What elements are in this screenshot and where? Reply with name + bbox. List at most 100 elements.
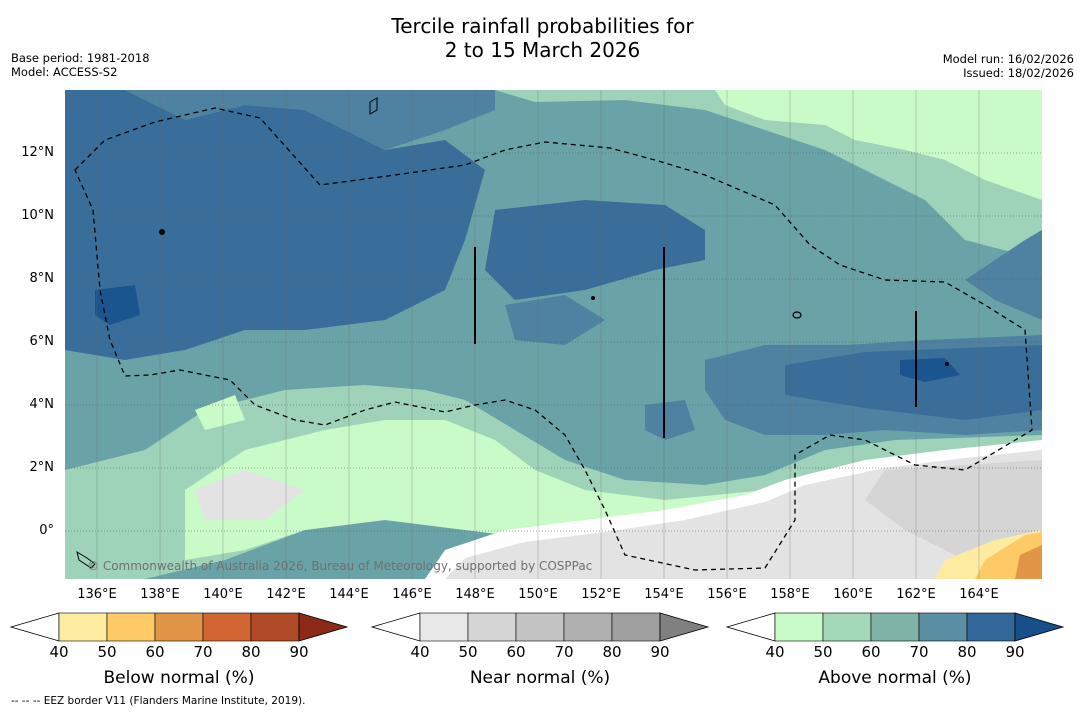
colorbar-tick: 60 bbox=[861, 643, 881, 661]
region-above-80-center bbox=[485, 200, 705, 300]
colorbar-segment bbox=[611, 612, 661, 642]
colorbar-segment bbox=[250, 612, 300, 642]
copyright-text: © Commonwealth of Australia 2026, Bureau… bbox=[87, 559, 592, 573]
lat-label: 8°N bbox=[29, 271, 55, 286]
colorbar-tick: 70 bbox=[909, 643, 929, 661]
lon-label: 164°E bbox=[959, 587, 999, 602]
colorbar-tick: 90 bbox=[289, 643, 309, 661]
colorbar-segment bbox=[202, 612, 252, 642]
eez-legend-note: -- -- -- EEZ border V11 (Flanders Marine… bbox=[11, 695, 306, 707]
base-period-text: Base period: 1981-2018 bbox=[11, 51, 150, 65]
colorbar-title-above: Above normal (%) bbox=[818, 668, 972, 688]
region-above-70-center bbox=[505, 295, 605, 345]
region-above-40-ne bbox=[715, 90, 1042, 200]
colorbar-tick: 50 bbox=[97, 643, 117, 661]
colorbar-tick: 70 bbox=[554, 643, 574, 661]
island-outline bbox=[792, 311, 802, 319]
lon-label: 138°E bbox=[140, 587, 180, 602]
colorbar-segment bbox=[918, 612, 968, 642]
colorbar-title-near: Near normal (%) bbox=[469, 668, 611, 688]
lon-label: 142°E bbox=[266, 587, 306, 602]
colorbar-tick: 40 bbox=[765, 643, 785, 661]
region-above-70-far-east bbox=[965, 230, 1042, 320]
colorbar-segment bbox=[774, 612, 824, 642]
lon-label: 154°E bbox=[644, 587, 684, 602]
lon-label: 162°E bbox=[896, 587, 936, 602]
lat-label: 6°N bbox=[29, 334, 55, 349]
lon-label: 156°E bbox=[707, 587, 747, 602]
rainfall-probability-map: © Commonwealth of Australia 2026, Bureau… bbox=[65, 90, 1042, 579]
colorbar-above-normal bbox=[725, 612, 1065, 642]
lon-label: 158°E bbox=[770, 587, 810, 602]
region-above-80-nw bbox=[65, 90, 485, 360]
lat-label: 12°N bbox=[21, 145, 54, 160]
colorbar-segment bbox=[870, 612, 920, 642]
latitude-grid bbox=[65, 152, 1042, 532]
colorbar-segment bbox=[822, 612, 872, 642]
colorbars bbox=[9, 612, 1065, 642]
region-above-70-north bbox=[65, 90, 495, 150]
region-above-40-south bbox=[185, 420, 1042, 560]
region-above-70-patch bbox=[645, 400, 695, 440]
colorbar-tick: 50 bbox=[458, 643, 478, 661]
lon-label: 148°E bbox=[455, 587, 495, 602]
model-run-text: Model run: 16/02/2026 bbox=[942, 52, 1074, 66]
colorbar-segment bbox=[58, 612, 108, 642]
colorbar-extend-low bbox=[725, 612, 776, 642]
colorbar-segment bbox=[154, 612, 204, 642]
colorbar-tick: 90 bbox=[650, 643, 670, 661]
title-line-1: Tercile rainfall probabilities for bbox=[391, 14, 694, 38]
map-title: Tercile rainfall probabilities for 2 to … bbox=[0, 14, 1085, 62]
colorbar-extend-low bbox=[9, 612, 60, 642]
colorbar-tick: 60 bbox=[506, 643, 526, 661]
eez-border bbox=[74, 107, 1033, 571]
region-above-80-east bbox=[785, 345, 1042, 420]
colorbar-title-below: Below normal (%) bbox=[103, 668, 255, 688]
title-line-2: 2 to 15 March 2026 bbox=[444, 38, 641, 62]
region-above-40-islet bbox=[195, 395, 245, 430]
colorbar-tick: 60 bbox=[145, 643, 165, 661]
lat-label: 2°N bbox=[29, 460, 55, 475]
island bbox=[945, 362, 949, 366]
colorbar-extend-low bbox=[370, 612, 421, 642]
island-outline bbox=[369, 97, 378, 115]
lon-label: 146°E bbox=[392, 587, 432, 602]
colorbar-tick: 40 bbox=[49, 643, 69, 661]
colorbar-segment bbox=[106, 612, 156, 642]
lon-label: 140°E bbox=[203, 587, 243, 602]
island bbox=[159, 229, 165, 235]
colorbar-extend-high bbox=[659, 612, 710, 642]
colorbar-extend-high bbox=[298, 612, 349, 642]
lon-label: 136°E bbox=[77, 587, 117, 602]
colorbar-tick: 80 bbox=[957, 643, 977, 661]
region-near-50-west bbox=[195, 470, 305, 520]
lon-label: 160°E bbox=[833, 587, 873, 602]
model-text: Model: ACCESS-S2 bbox=[11, 65, 118, 79]
colorbar-extend-high bbox=[1014, 612, 1065, 642]
colorbar-segment bbox=[966, 612, 1016, 642]
region-near-60 bbox=[865, 460, 1042, 560]
colorbar-tick: 40 bbox=[410, 643, 430, 661]
colorbar-below-normal bbox=[9, 612, 349, 642]
colorbar-tick: 80 bbox=[602, 643, 622, 661]
colorbar-tick: 90 bbox=[1005, 643, 1025, 661]
lon-label: 150°E bbox=[518, 587, 558, 602]
colorbar-segment bbox=[515, 612, 565, 642]
colorbar-tick: 70 bbox=[193, 643, 213, 661]
colorbar-segment bbox=[419, 612, 469, 642]
island bbox=[591, 296, 595, 300]
region-above-90-nw bbox=[95, 285, 140, 325]
colorbar-tick: 50 bbox=[813, 643, 833, 661]
lat-label: 0° bbox=[39, 523, 54, 538]
island-outline bbox=[76, 550, 96, 569]
issued-text: Issued: 18/02/2026 bbox=[963, 66, 1074, 80]
lon-label: 144°E bbox=[329, 587, 369, 602]
lon-label: 152°E bbox=[581, 587, 621, 602]
region-below-60 bbox=[1015, 545, 1042, 579]
colorbar-tick: 80 bbox=[241, 643, 261, 661]
lat-label: 4°N bbox=[29, 397, 55, 412]
lat-label: 10°N bbox=[21, 208, 54, 223]
colorbar-segment bbox=[467, 612, 517, 642]
colorbar-segment bbox=[563, 612, 613, 642]
colorbar-near-normal bbox=[370, 612, 710, 642]
